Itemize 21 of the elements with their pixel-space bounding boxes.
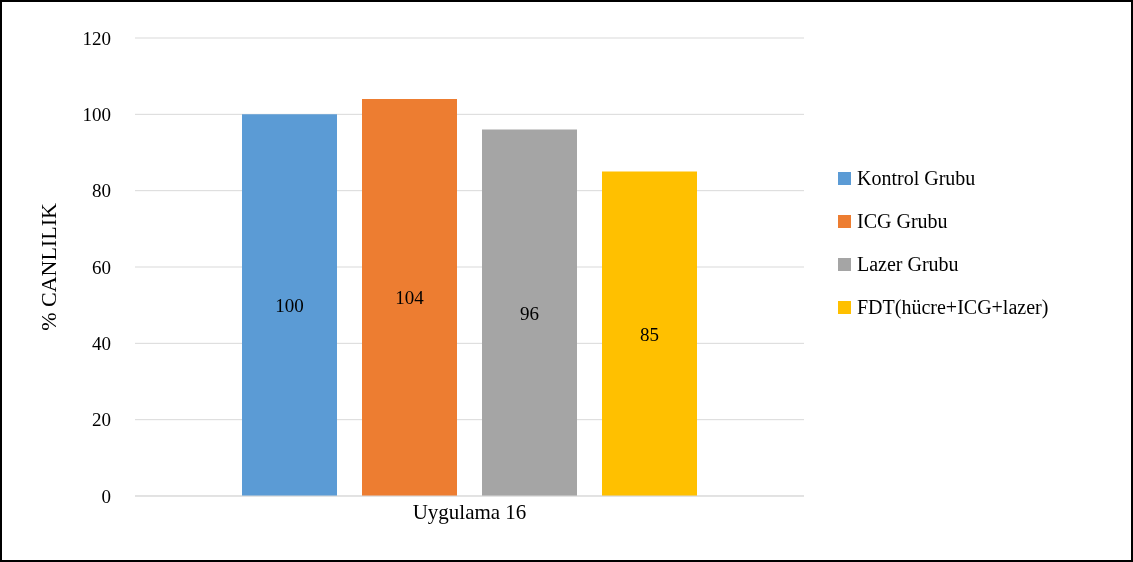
y-tick-label: 100 (82, 104, 111, 126)
y-tick-label: 120 (82, 27, 111, 49)
data-label: 96 (520, 302, 539, 324)
bar (362, 99, 457, 496)
legend-label: Lazer Grubu (857, 253, 959, 276)
y-tick-label: 60 (92, 256, 111, 278)
bar (602, 171, 697, 496)
bar (242, 114, 337, 496)
data-label: 104 (395, 287, 425, 309)
data-label: 100 (275, 294, 304, 316)
legend-label: FDT(hücre+ICG+lazer) (857, 296, 1049, 319)
y-axis-title: % CANLILIK (35, 203, 61, 331)
y-tick-label: 20 (92, 409, 111, 431)
x-tick-label: Uygulama 16 (412, 499, 527, 524)
data-label: 85 (640, 323, 659, 345)
bar (482, 129, 577, 496)
legend-label: ICG Grubu (857, 210, 948, 233)
legend-label: Kontrol Grubu (857, 167, 976, 190)
y-tick-label: 40 (92, 333, 111, 355)
y-tick-label: 0 (101, 485, 111, 507)
y-tick-label: 80 (92, 180, 111, 202)
